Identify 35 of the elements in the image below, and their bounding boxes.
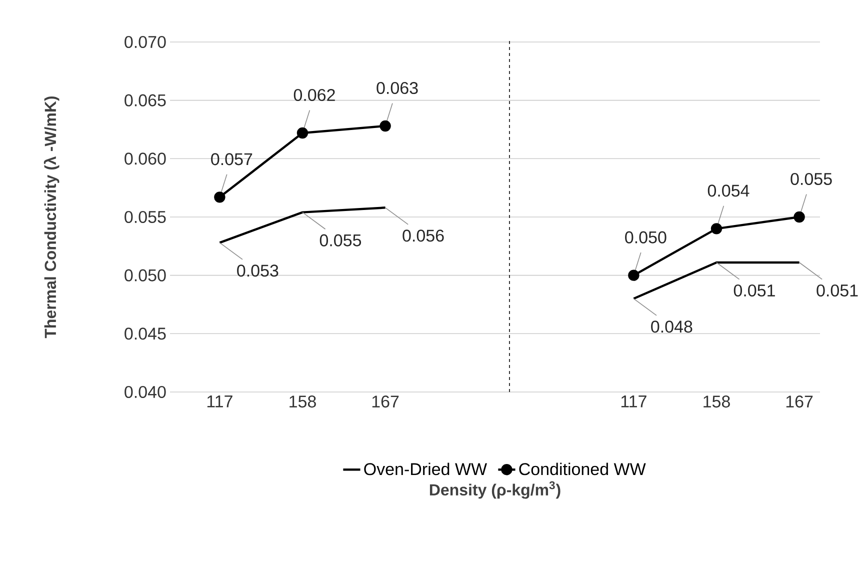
y-tick-label: 0.065 [124,94,166,106]
legend-label: Conditioned WW [519,462,646,476]
point [710,223,722,234]
point [296,127,308,139]
y-tick-label: 0.070 [124,36,166,48]
data-label: 0.054 [708,184,750,197]
data-label: 0.048 [651,320,692,333]
data-label: 0.055 [320,234,362,246]
y-tick-label: 0.040 [124,386,166,398]
y-tick-label: 0.055 [124,210,166,224]
data-label: 0.057 [211,153,252,166]
point [214,192,226,203]
x-tick-label: 167 [786,396,813,408]
data-label: 0.053 [237,264,278,277]
data-label: 0.063 [376,82,418,94]
point [628,270,640,281]
data-label: 0.051 [816,284,858,297]
data-label: 0.051 [734,284,775,297]
point [794,211,805,223]
x-tick-label: 167 [372,396,399,408]
x-tick-label: 117 [207,396,232,408]
y-tick-label: 0.060 [124,152,166,165]
y-tick-label: 0.045 [124,328,166,340]
x-axis-title: Density (ρ-kg/m$^{3}$) [430,481,560,499]
data-label: 0.055 [790,172,832,186]
data-label: 0.062 [294,88,335,102]
point [380,120,391,132]
x-tick-label: 117 [621,396,646,408]
data-label: 0.050 [625,231,666,244]
data-label: 0.056 [402,230,444,242]
y-tick-label: 0.050 [124,269,166,282]
x-tick-label: 158 [704,396,730,408]
legend-label: Oven-Dried WW [364,462,487,476]
y-axis-title: Thermal Conductivity (λ -W/mK) [44,96,60,338]
x-tick-label: 158 [290,396,316,408]
